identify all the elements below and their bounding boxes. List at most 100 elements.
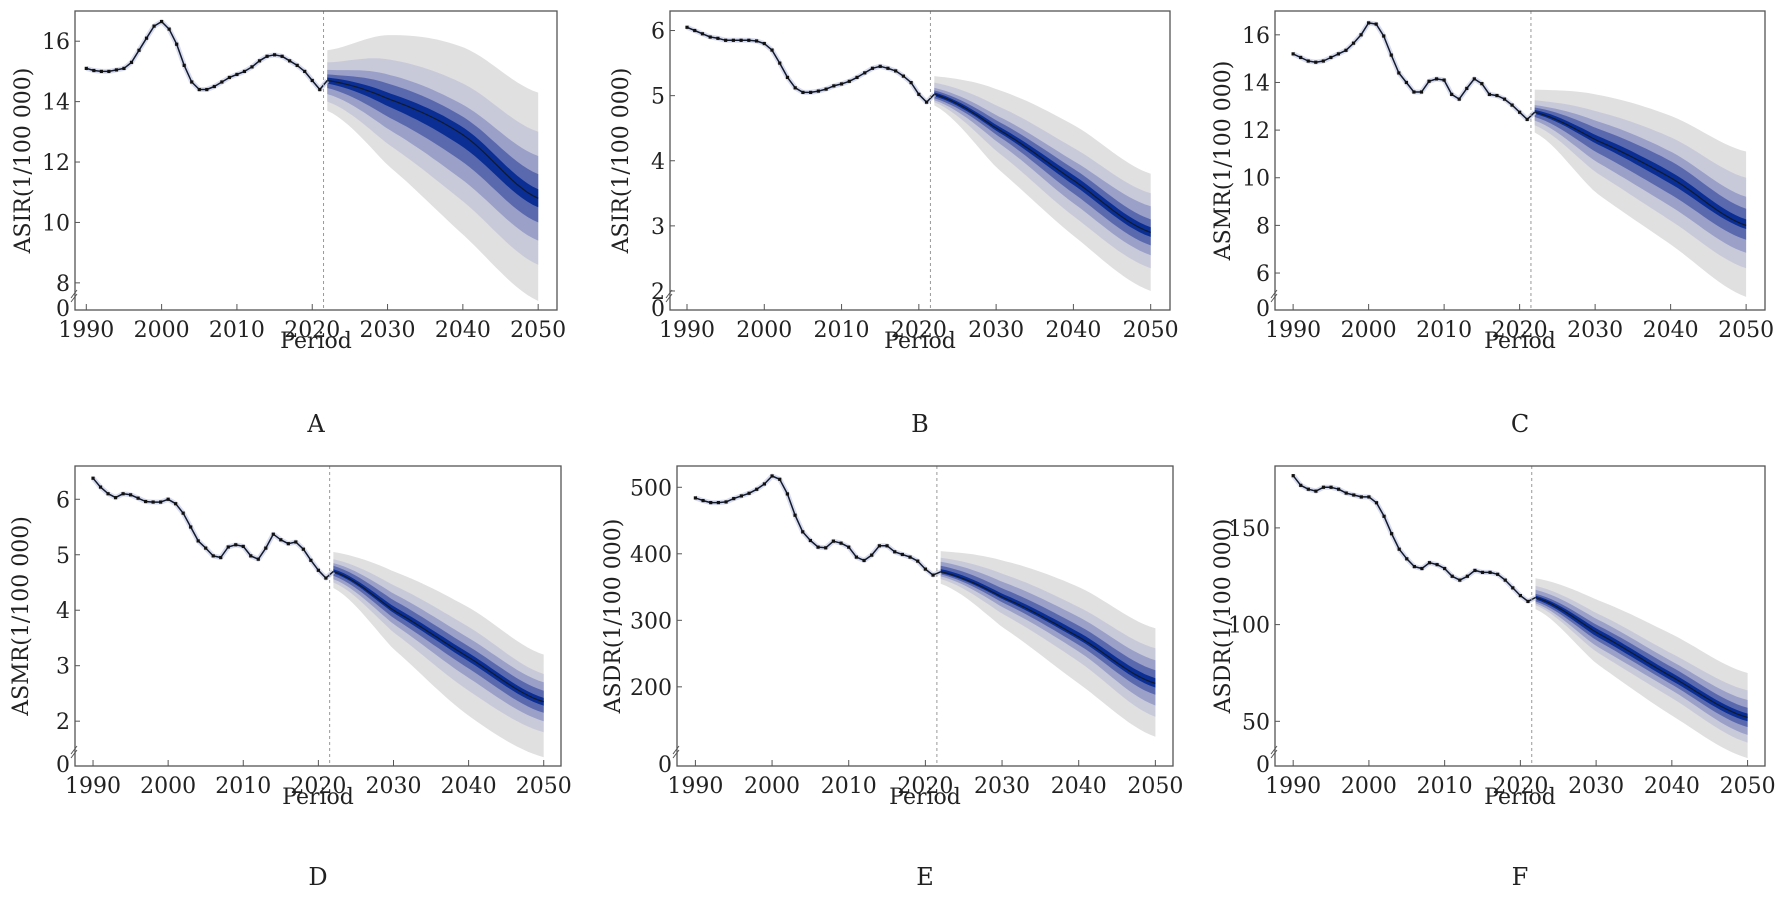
y-tick-label: 500: [630, 476, 672, 501]
observed-point: [175, 42, 179, 46]
observed-point: [280, 54, 284, 58]
observed-point: [854, 555, 858, 559]
observed-point: [809, 90, 813, 94]
observed-point: [167, 27, 171, 31]
x-tick-label: 2020: [284, 318, 340, 343]
observed-point: [824, 546, 828, 550]
observed-point: [1352, 493, 1356, 497]
observed-uncertainty: [85, 19, 330, 92]
observed-point: [1495, 93, 1499, 98]
y-axis-zero-label: 0: [1256, 753, 1270, 778]
observed-point: [181, 511, 185, 515]
observed-uncertainty: [1291, 474, 1537, 604]
observed-point: [1525, 117, 1529, 121]
y-tick-label: 2: [56, 710, 70, 735]
observed-point: [1465, 574, 1469, 578]
y-axis-title: ASIR(1/100 000): [11, 68, 36, 255]
observed-point: [257, 59, 262, 63]
observed-point: [1502, 97, 1507, 101]
observed-point: [762, 482, 766, 486]
x-tick-label: 2050: [1127, 774, 1183, 799]
observed-point: [324, 576, 328, 580]
y-axis-title: ASMR(1/100 000): [9, 516, 34, 717]
observed-point: [716, 500, 720, 505]
observed-line: [86, 20, 328, 91]
x-tick-label: 2010: [821, 774, 877, 799]
observed-point: [755, 487, 759, 491]
y-axis-zero-label: 0: [658, 753, 672, 778]
chart-panel-b: 1990 2000 2010 2020 2030 2040 2050 2 3 4 5 6 0 Period…: [609, 10, 1179, 438]
y-tick-label: 3: [651, 215, 665, 240]
observed-point: [700, 32, 705, 36]
observed-point: [211, 554, 215, 558]
forecast-mean-line: [333, 570, 544, 703]
observed-point: [1427, 79, 1431, 83]
forecast-band-inner: [1534, 109, 1747, 229]
observed-point: [1420, 566, 1424, 571]
observed-point: [1344, 491, 1348, 495]
x-tick-label: 2050: [1123, 318, 1179, 343]
observed-point: [144, 36, 149, 40]
observed-point: [106, 492, 110, 496]
y-axis-zero-label: 0: [56, 297, 70, 322]
x-tick-label: 2010: [1417, 774, 1473, 799]
forecast-band-band4: [1534, 107, 1747, 240]
observed-point: [1412, 90, 1416, 94]
x-tick-label: 2020: [897, 774, 953, 799]
y-tick-label: 12: [1242, 119, 1270, 144]
observed-point: [1382, 514, 1386, 518]
observed-point: [1496, 572, 1500, 576]
observed-point: [1511, 586, 1515, 590]
observed-point: [1412, 564, 1416, 569]
observed-point: [701, 498, 705, 503]
observed-point: [908, 555, 912, 559]
y-tick-label: 50: [1242, 710, 1270, 735]
x-tick-label: 2000: [1341, 318, 1397, 343]
axis-break-icon: [1270, 745, 1278, 759]
observed-point: [824, 87, 828, 91]
observed-point: [878, 64, 882, 68]
observed-point: [303, 69, 307, 74]
observed-point: [196, 539, 200, 543]
observed-point: [113, 496, 118, 500]
x-tick-label: 2020: [1492, 318, 1548, 343]
observed-point: [862, 558, 866, 563]
observed-point: [886, 66, 890, 70]
observed-point: [747, 491, 751, 495]
x-tick-label: 2040: [1045, 318, 1101, 343]
observed-point: [1374, 22, 1378, 26]
observed-point: [1397, 547, 1401, 551]
x-tick-label: 2030: [1567, 318, 1623, 343]
x-tick-label: 2050: [1718, 318, 1774, 343]
axis-break-icon: [665, 289, 673, 303]
observed-point: [1299, 483, 1303, 487]
x-tick-label: 2040: [1643, 318, 1699, 343]
panel-letter: C: [1511, 410, 1529, 438]
observed-point: [724, 500, 728, 504]
observed-point: [839, 541, 843, 545]
observed-point: [1443, 566, 1447, 571]
observed-point: [685, 25, 689, 29]
observed-point: [1299, 55, 1303, 60]
observed-point: [309, 558, 313, 562]
observed-point: [1450, 92, 1454, 96]
y-tick-label: 200: [630, 676, 672, 701]
y-tick-label: 2: [651, 280, 665, 305]
x-tick-label: 2050: [1720, 774, 1776, 799]
observed-point: [264, 546, 268, 550]
observed-point: [219, 555, 223, 560]
observed-point: [1321, 485, 1326, 489]
observed-point: [1351, 41, 1356, 45]
observed-point: [288, 59, 292, 63]
observed-point: [189, 525, 193, 529]
x-tick-label: 1990: [667, 774, 723, 799]
observed-point: [220, 80, 224, 84]
observed-point: [1465, 86, 1469, 91]
x-tick-label: 2010: [1416, 318, 1472, 343]
observed-point: [916, 559, 920, 563]
observed-point: [877, 544, 881, 548]
observed-point: [241, 544, 245, 549]
observed-point: [1329, 485, 1333, 489]
observed-point: [1321, 59, 1325, 63]
